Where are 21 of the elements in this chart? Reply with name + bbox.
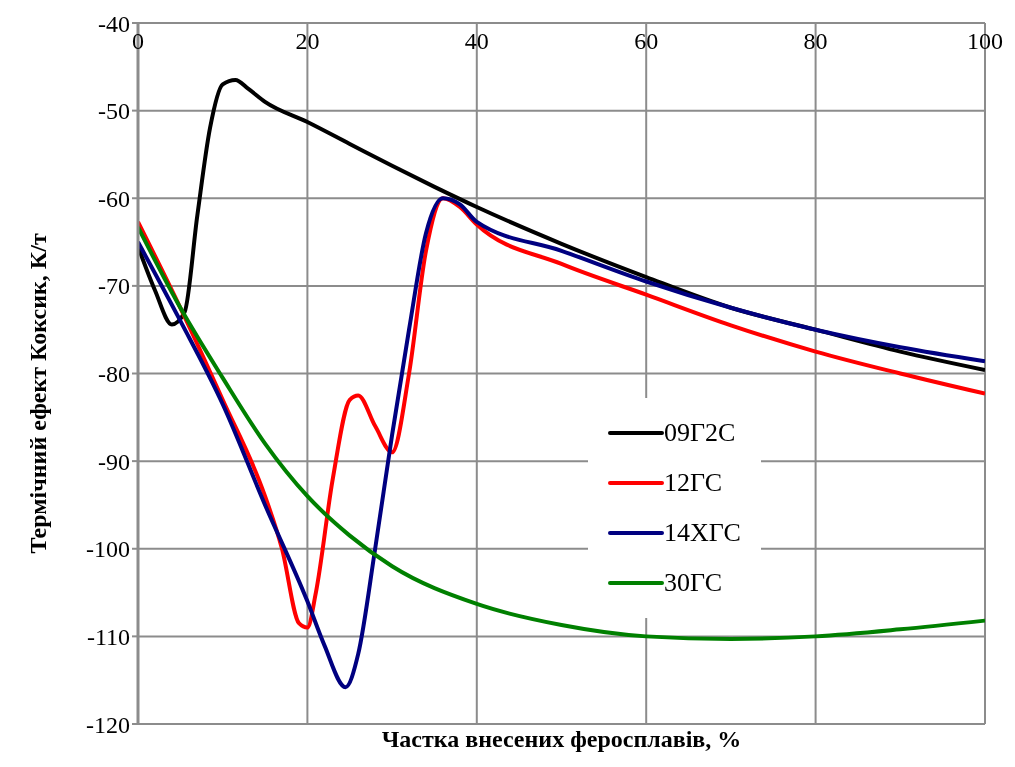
y-tick-label: -70 <box>98 273 130 300</box>
x-tick-label: 40 <box>464 28 489 54</box>
x-tick-label: 80 <box>803 28 828 54</box>
y-tick-label: -90 <box>98 448 130 475</box>
y-tick-label: -100 <box>86 536 130 563</box>
y-tick-label: -120 <box>86 711 130 738</box>
legend-label: 09Г2С <box>664 417 736 449</box>
y-tick-label: -80 <box>98 361 130 388</box>
x-tick-label: 60 <box>634 28 659 54</box>
legend-label: 14ХГС <box>664 517 741 549</box>
x-axis-title: Частка внесених феросплавів, % <box>380 726 743 753</box>
y-axis-title: Термічний ефект Коксик, К/т <box>24 233 51 554</box>
x-tick-label: 20 <box>295 28 320 54</box>
x-tick-label: 100 <box>967 28 1003 54</box>
legend-label: 30ГС <box>664 567 723 599</box>
legend-label: 12ГС <box>664 467 723 499</box>
y-tick-label: -40 <box>98 10 130 37</box>
y-tick-label: -110 <box>86 623 130 650</box>
y-tick-label: -60 <box>98 185 130 212</box>
y-tick-label: -50 <box>98 98 130 125</box>
x-tick-label: 0 <box>132 28 144 54</box>
